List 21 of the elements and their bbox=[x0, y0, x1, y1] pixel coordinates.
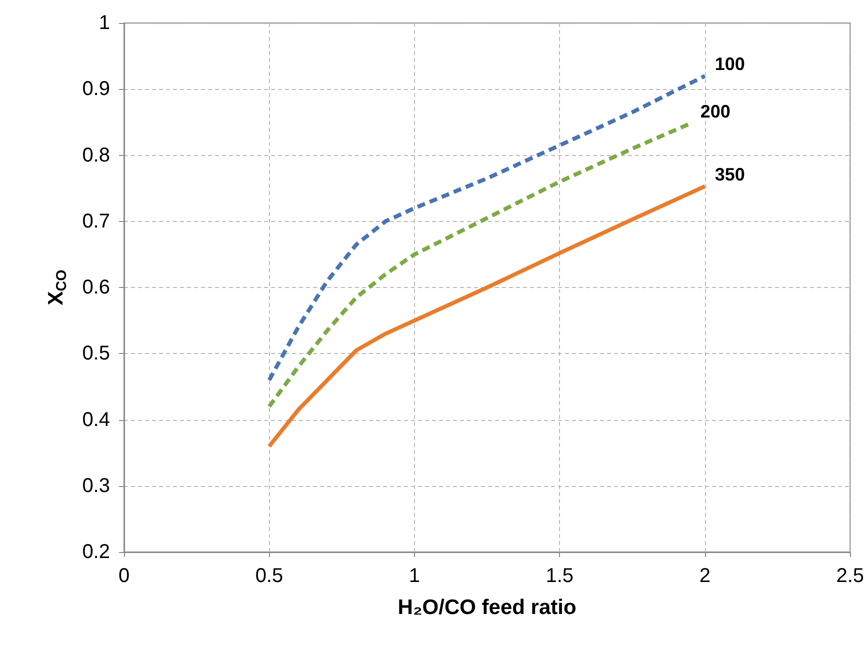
x-tick-label: 1 bbox=[408, 565, 420, 587]
y-tick-label: 1 bbox=[98, 12, 110, 34]
x-tick-label: 0.5 bbox=[255, 565, 284, 587]
x-axis-title: H₂O/CO feed ratio bbox=[398, 596, 576, 619]
x-tick-label: 1.5 bbox=[546, 565, 574, 587]
x-tick-label: 2.5 bbox=[836, 565, 864, 587]
line-series bbox=[267, 184, 707, 448]
y-tick-label: 0.3 bbox=[82, 474, 110, 497]
x-tick-label: 0 bbox=[118, 565, 130, 587]
y-tick-label: 0.6 bbox=[82, 276, 110, 298]
x-tick-label: 2 bbox=[699, 565, 710, 587]
y-tick-label: 0.9 bbox=[82, 78, 110, 100]
series-label: 100 bbox=[714, 54, 745, 74]
y-axis-title: XCO bbox=[44, 270, 70, 306]
series-label: 350 bbox=[714, 164, 745, 184]
y-tick-label: 0.4 bbox=[82, 408, 110, 431]
y-tick-label: 0.8 bbox=[82, 144, 110, 166]
y-tick-label: 0.5 bbox=[82, 342, 110, 365]
y-tick-label: 0.2 bbox=[82, 541, 110, 563]
series-label: 200 bbox=[700, 102, 730, 122]
y-tick-label: 0.7 bbox=[82, 210, 110, 232]
